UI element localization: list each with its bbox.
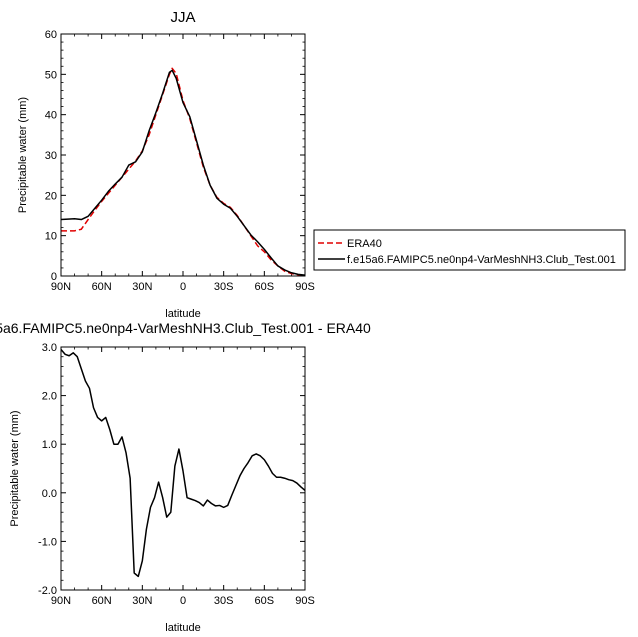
y-tick-label: 0 (51, 271, 57, 283)
x-tick-label: 30N (132, 281, 152, 293)
x-tick-label: 60N (92, 595, 112, 607)
legend-label: f.e15a6.FAMIPC5.ne0np4-VarMeshNH3.Club_T… (347, 254, 616, 266)
y-tick-label: 50 (45, 69, 57, 81)
x-tick-label: 30S (214, 595, 234, 607)
x-tick-label: 90S (295, 281, 315, 293)
x-tick-label: 90N (51, 595, 71, 607)
y-tick-label: 2.0 (42, 391, 57, 403)
y-tick-label: 20 (45, 190, 57, 202)
series-line-f-e15a6-famipc5-ne0np4-varmeshnh3-club-test-001 (61, 69, 305, 276)
x-axis-label: latitude (165, 308, 200, 320)
x-tick-label: 0 (180, 281, 186, 293)
y-tick-label: 30 (45, 150, 57, 162)
y-tick-label: 10 (45, 231, 57, 243)
plot-frame (60, 33, 306, 277)
x-tick-label: 0 (180, 595, 186, 607)
legend-box (313, 229, 626, 271)
y-tick-label: 3.0 (42, 342, 57, 354)
chart-1: JJA 90N 60N 30N 0 30S 60S 90S 0 10 20 30 40 50 60 latit… (17, 9, 626, 320)
x-tick-label: 60S (255, 281, 275, 293)
legend: ERA40 f.e15a6.FAMIPC5.ne0np4-VarMeshNH3.C… (313, 229, 626, 271)
plot-frame (60, 346, 306, 591)
chart-title: JJA (170, 9, 195, 26)
chart-title: 5a6.FAMIPC5.ne0np4-VarMeshNH3.Club_Test.… (0, 320, 371, 336)
y-axis-label: Precipitable water (mm) (17, 97, 29, 213)
series-line-era40 (61, 67, 305, 276)
x-tick-label: 90N (51, 281, 71, 293)
y-tick-label: 0.0 (42, 488, 57, 500)
y-tick-label: 60 (45, 29, 57, 41)
chart-2: 5a6.FAMIPC5.ne0np4-VarMeshNH3.Club_Test.… (0, 320, 371, 634)
y-tick-label: 40 (45, 110, 57, 122)
legend-label: ERA40 (347, 238, 382, 250)
x-tick-label: 60S (255, 595, 275, 607)
y-tick-label: -1.0 (38, 536, 57, 548)
y-tick-label: -2.0 (38, 585, 57, 597)
y-axis-label: Precipitable water (mm) (9, 410, 21, 526)
x-axis-label: latitude (165, 622, 200, 634)
x-tick-label: 60N (92, 281, 112, 293)
x-tick-label: 30N (132, 595, 152, 607)
x-tick-label: 90S (295, 595, 315, 607)
y-tick-label: 1.0 (42, 439, 57, 451)
x-tick-label: 30S (214, 281, 234, 293)
series-line-difference (61, 348, 305, 578)
